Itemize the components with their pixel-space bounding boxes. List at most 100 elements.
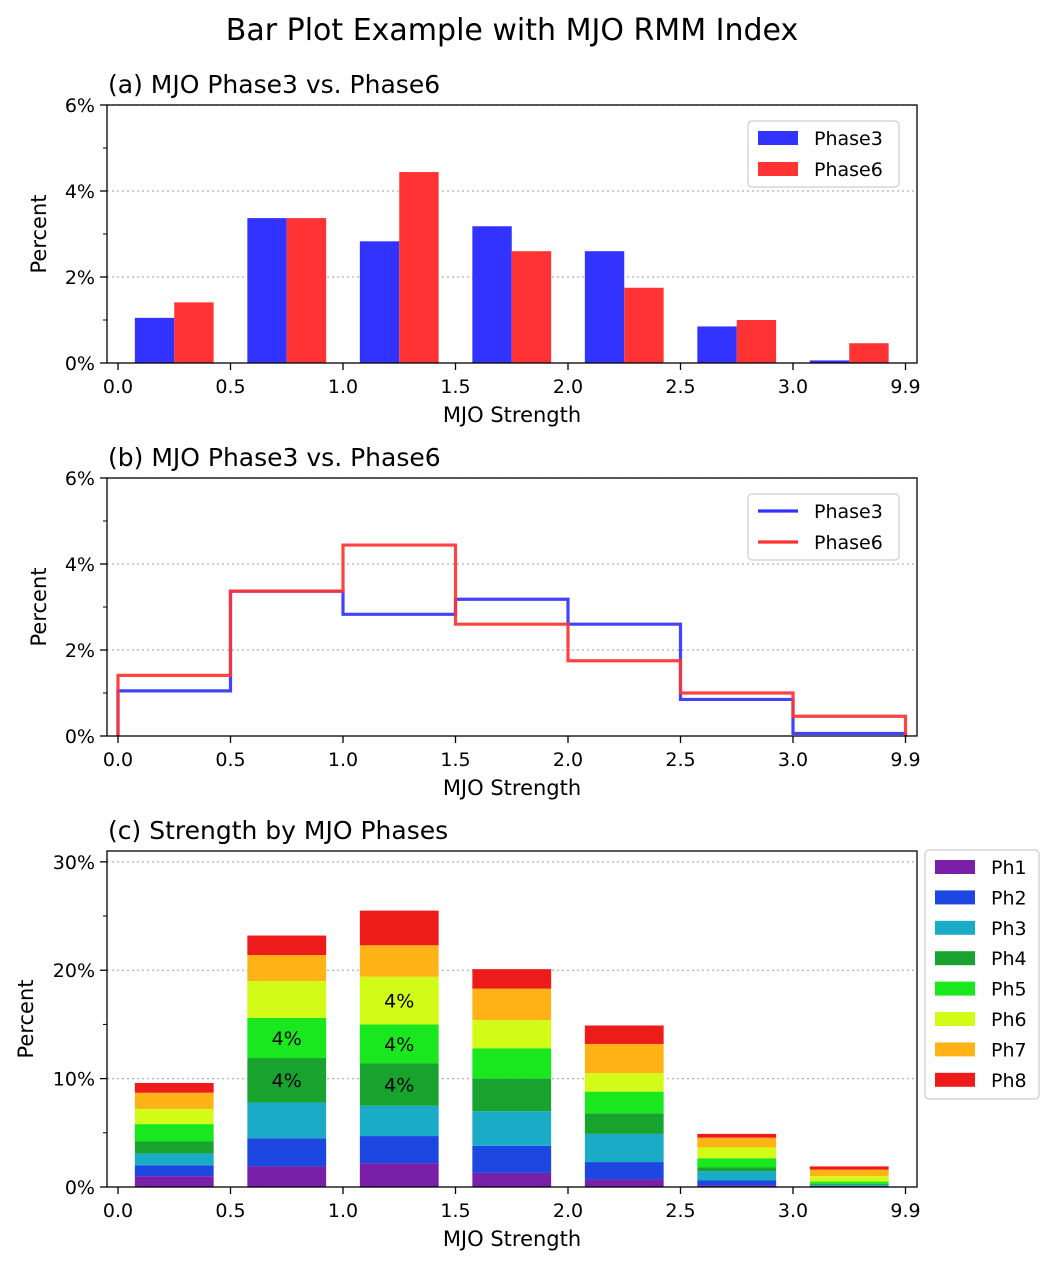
y-tick-label: 4%: [65, 554, 95, 576]
bar-segment-ph3: [359, 1105, 439, 1137]
bar-segment-ph5: [809, 1181, 889, 1184]
bar-segment-ph7: [134, 1092, 214, 1109]
bar-phase3: [697, 326, 737, 363]
x-tick-label: 9.9: [890, 749, 920, 771]
bar-segment-ph6: [697, 1147, 777, 1159]
legend-swatch-ph3: [935, 920, 975, 935]
legend-label-ph1: Ph1: [991, 857, 1027, 879]
legend-swatch-phase3: [758, 131, 798, 145]
legend-label-phase6: Phase6: [814, 159, 883, 181]
bar-annotation: 4%: [272, 1028, 302, 1050]
panel-a-title: (a) MJO Phase3 vs. Phase6: [108, 70, 440, 99]
bar-segment-ph1: [247, 1166, 327, 1187]
panel-c: (c) Strength by MJO Phases 0% 10% 20% 30% 0.…: [14, 816, 1040, 1251]
bar-phase3: [134, 317, 175, 363]
x-tick-label: 2.5: [665, 376, 695, 398]
x-tick-label: 2.5: [665, 749, 695, 771]
x-tick-label: 1.0: [328, 376, 358, 398]
bar-segment-ph7: [359, 945, 439, 977]
bar-segment-ph5: [247, 1017, 327, 1059]
bar-segment-ph2: [247, 1138, 327, 1167]
bar-segment-ph8: [697, 1133, 777, 1138]
bar-segment-ph1: [134, 1176, 214, 1187]
bar-segment-ph1: [584, 1179, 664, 1187]
bar-segment-ph6: [472, 1020, 552, 1049]
x-tick-label: 3.0: [778, 376, 808, 398]
bar-phase6: [736, 320, 777, 363]
panel-b: (b) MJO Phase3 vs. Phase6 0% 2% 4% 6% 0.0 0.5…: [27, 443, 921, 800]
legend-swatch-ph8: [935, 1072, 975, 1087]
legend-swatch-ph5: [935, 981, 975, 996]
bar-segment-ph2: [472, 1145, 552, 1173]
bar-phase3: [247, 218, 287, 363]
x-tick-label: 9.9: [890, 1200, 920, 1222]
bar-segment-ph7: [247, 955, 327, 982]
legend-swatch-ph4: [935, 951, 975, 966]
bar-phase6: [849, 343, 889, 363]
x-tick-label: 1.0: [328, 749, 358, 771]
legend-label-ph7: Ph7: [991, 1039, 1027, 1061]
y-tick-label: 0%: [65, 1177, 95, 1199]
x-tick-label: 1.5: [440, 749, 470, 771]
y-tick-label: 6%: [65, 95, 95, 117]
x-tick-label: 0.0: [103, 749, 133, 771]
x-axis-label: MJO Strength: [443, 1227, 581, 1251]
x-tick-label: 1.5: [440, 376, 470, 398]
legend-box: [924, 849, 1040, 1100]
bar-segment-ph6: [247, 981, 327, 1018]
bar-segment-ph5: [134, 1124, 214, 1142]
bar-segment-ph6: [584, 1073, 664, 1092]
bar-segment-ph1: [697, 1185, 777, 1187]
bar-segment-ph5: [697, 1158, 777, 1168]
y-tick-label: 30%: [53, 852, 95, 874]
bar-segment-ph1: [359, 1163, 439, 1187]
bar-annotation: 4%: [272, 1070, 302, 1092]
bar-segment-ph2: [584, 1162, 664, 1180]
bar-segment-ph1: [472, 1172, 552, 1187]
bar-segment-ph3: [247, 1102, 327, 1139]
plot-frame: [106, 104, 918, 364]
y-tick-label: 0%: [65, 353, 95, 375]
bar-segment-ph8: [809, 1166, 889, 1170]
y-tick-label: 0%: [65, 726, 95, 748]
x-tick-label: 0.5: [215, 376, 245, 398]
legend-label-ph3: Ph3: [991, 918, 1027, 940]
legend-swatch-ph6: [935, 1012, 975, 1026]
bar-segment-ph6: [359, 976, 439, 1025]
bar-segment-ph4: [247, 1058, 327, 1103]
bar-phase3: [472, 226, 512, 363]
x-tick-label: 9.9: [890, 376, 920, 398]
bar-segment-ph4: [584, 1113, 664, 1134]
panel-c-title: (c) Strength by MJO Phases: [108, 816, 448, 845]
y-tick-label: 10%: [53, 1069, 95, 1091]
bar-phase6: [511, 251, 552, 363]
panel-b-title: (b) MJO Phase3 vs. Phase6: [108, 443, 441, 472]
legend-swatch-ph1: [935, 860, 975, 874]
bar-segment-ph6: [809, 1176, 889, 1182]
bar-segment-ph8: [472, 969, 552, 989]
bar-segment-ph3: [809, 1184, 889, 1186]
x-tick-label: 0.0: [103, 376, 133, 398]
legend-label-ph6: Ph6: [991, 1009, 1027, 1031]
bar-segment-ph8: [134, 1082, 214, 1093]
x-tick-label: 1.0: [328, 1200, 358, 1222]
x-tick-label: 2.0: [553, 749, 583, 771]
x-tick-label: 0.5: [215, 749, 245, 771]
bar-segment-ph3: [472, 1111, 552, 1146]
y-axis-label: Percent: [27, 194, 51, 273]
bar-segment-ph6: [134, 1108, 214, 1125]
legend-label-ph8: Ph8: [991, 1070, 1027, 1092]
bar-segment-ph7: [697, 1137, 777, 1148]
y-axis-label: Percent: [14, 979, 38, 1058]
x-tick-label: 1.5: [440, 1200, 470, 1222]
bar-segment-ph5: [584, 1091, 664, 1114]
figure-title: Bar Plot Example with MJO RMM Index: [226, 13, 798, 48]
legend-swatch-ph7: [935, 1042, 975, 1057]
legend-label-phase3: Phase3: [814, 128, 883, 150]
x-axis-label: MJO Strength: [443, 776, 581, 800]
y-tick-label: 2%: [65, 640, 95, 662]
bar-annotation: 4%: [384, 1075, 414, 1097]
bar-segment-ph3: [584, 1133, 664, 1163]
legend-label-ph5: Ph5: [991, 979, 1027, 1001]
